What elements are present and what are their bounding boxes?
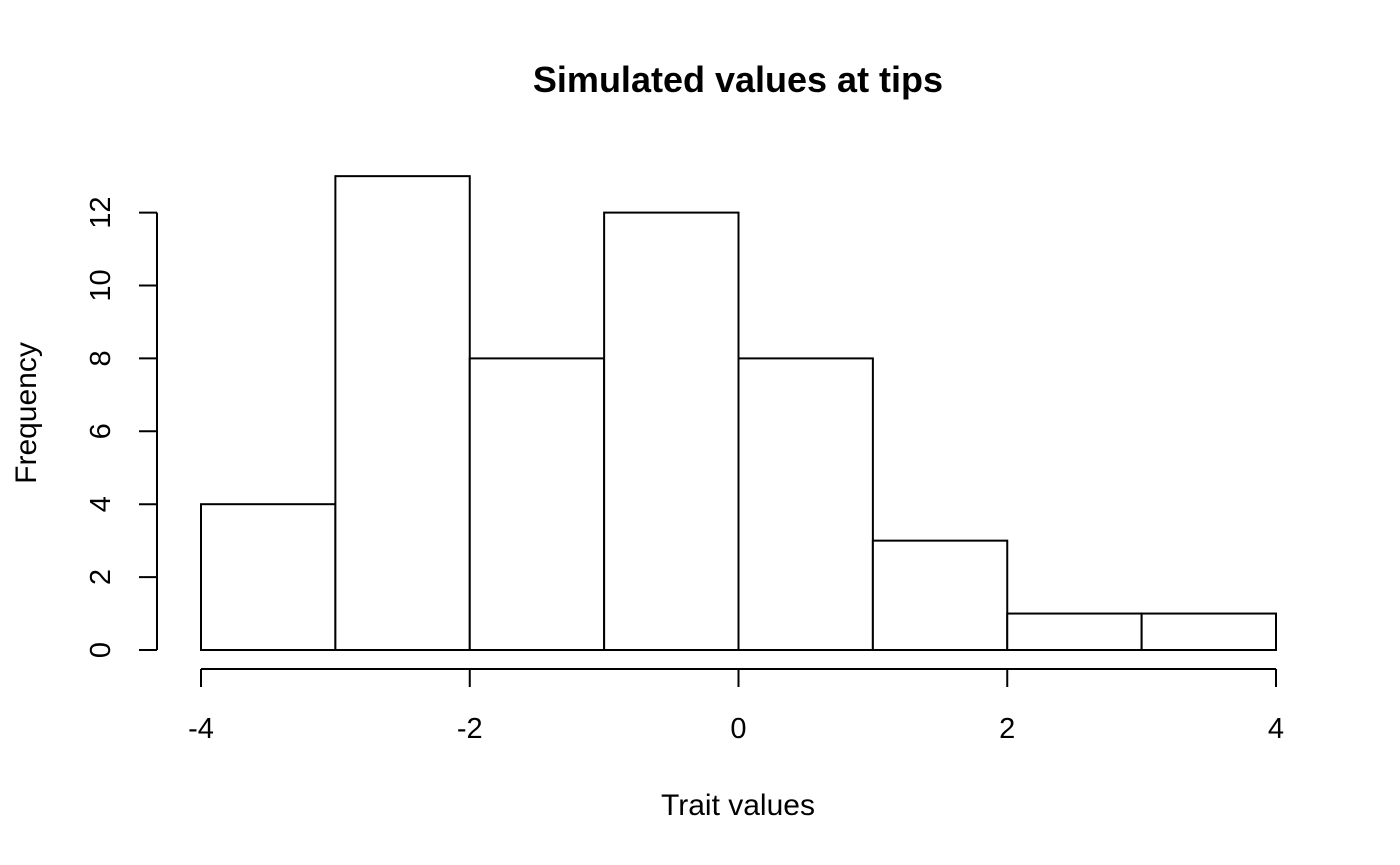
y-tick-label: 4 xyxy=(85,496,117,512)
histogram-bar xyxy=(1140,612,1277,651)
y-tick-label: 12 xyxy=(85,196,117,228)
x-tick-label: 0 xyxy=(730,713,746,745)
chart-title: Simulated values at tips xyxy=(533,59,943,100)
y-axis-label: Frequency xyxy=(10,342,43,484)
x-tick-label: 2 xyxy=(999,713,1015,745)
x-axis: -4 -2 0 2 4 xyxy=(188,668,1284,745)
y-axis: 0 2 4 6 8 10 12 xyxy=(85,196,158,658)
histogram-bar xyxy=(737,357,874,651)
y-tick-label: 2 xyxy=(85,569,117,585)
histogram-bar xyxy=(200,503,337,652)
x-axis-label: Trait values xyxy=(661,789,815,822)
histogram-bar xyxy=(871,539,1009,652)
y-tick-label: 8 xyxy=(85,350,117,366)
bars-group xyxy=(200,175,1277,652)
x-tick-label: 4 xyxy=(1268,713,1284,745)
histogram-bar xyxy=(1006,612,1143,651)
histogram-bar xyxy=(468,357,606,651)
histogram-bar xyxy=(334,175,471,651)
histogram-bar xyxy=(603,211,740,651)
y-tick-label: 0 xyxy=(85,642,117,658)
x-tick-label: -4 xyxy=(188,713,214,745)
y-tick-label: 10 xyxy=(85,269,117,301)
y-tick-label: 6 xyxy=(85,423,117,439)
x-tick-label: -2 xyxy=(457,713,483,745)
